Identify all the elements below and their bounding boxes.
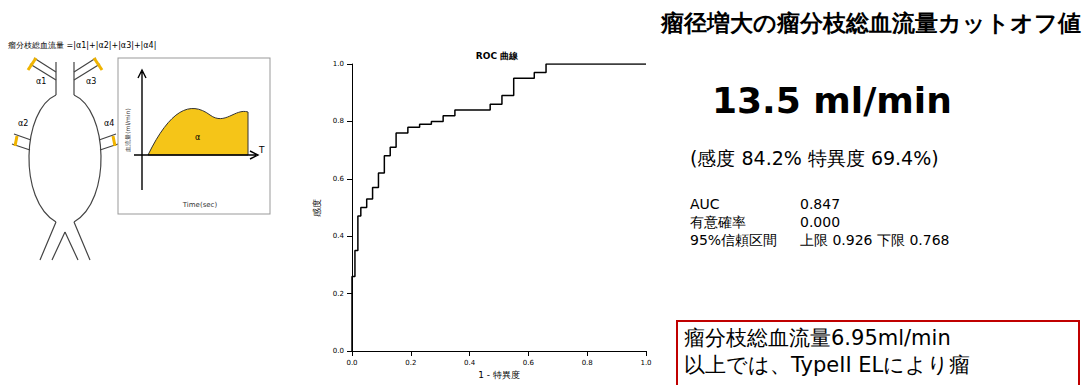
html-text:AUC: AUC <box>690 196 720 212</box>
svg-text:1.0: 1.0 <box>640 359 651 367</box>
html-text:以上では、TypeII ELにより瘤: 以上では、TypeII ELにより瘤 <box>684 353 971 377</box>
svg-text:α2: α2 <box>18 119 28 128</box>
svg-text:T: T <box>258 145 265 155</box>
svg-text:1 - 特異度: 1 - 特異度 <box>478 370 520 380</box>
svg-text:0.0: 0.0 <box>346 359 357 367</box>
svg-text:ROC 曲線: ROC 曲線 <box>476 51 519 61</box>
svg-text:0.8: 0.8 <box>582 359 593 367</box>
svg-text:α4: α4 <box>104 119 114 128</box>
svg-text:α: α <box>195 133 200 142</box>
html-text:瘤径増大の瘤分枝総血流量カットオフ値: 瘤径増大の瘤分枝総血流量カットオフ値 <box>661 10 1081 36</box>
html-text:95%信頼区間: 95%信頼区間 <box>690 232 778 248</box>
svg-text:感度: 感度 <box>312 199 322 217</box>
svg-text:α1: α1 <box>36 77 46 86</box>
svg-text:0.2: 0.2 <box>333 290 344 298</box>
svg-text:0.4: 0.4 <box>333 232 345 240</box>
html-text:0.000: 0.000 <box>800 214 841 230</box>
html-text:上限 0.926 下限 0.768: 上限 0.926 下限 0.768 <box>800 232 950 248</box>
svg-text:Time(sec): Time(sec) <box>182 201 218 209</box>
html-text:有意確率: 有意確率 <box>690 214 746 230</box>
html-text:(感度 84.2% 特異度 69.4%): (感度 84.2% 特異度 69.4%) <box>690 147 939 169</box>
svg-text:α3: α3 <box>86 77 96 86</box>
svg-text:0.2: 0.2 <box>405 359 416 367</box>
svg-text:血流量(ml/min): 血流量(ml/min) <box>124 108 131 152</box>
html-text:0.847: 0.847 <box>800 196 841 212</box>
html-text:13.5 ml/min: 13.5 ml/min <box>712 80 952 121</box>
svg-text:0.6: 0.6 <box>523 359 535 367</box>
svg-text:1.0: 1.0 <box>333 60 344 68</box>
svg-text:0.0: 0.0 <box>333 347 344 355</box>
svg-text:0.4: 0.4 <box>464 359 476 367</box>
html-text:瘤分枝総血流量6.95ml/min: 瘤分枝総血流量6.95ml/min <box>684 326 951 350</box>
svg-text:0.6: 0.6 <box>333 175 345 183</box>
svg-text:瘤分枝総血流量 =|α1|+|α2|+|α3|+|α4|: 瘤分枝総血流量 =|α1|+|α2|+|α3|+|α4| <box>8 41 156 50</box>
svg-text:0.8: 0.8 <box>333 117 344 125</box>
